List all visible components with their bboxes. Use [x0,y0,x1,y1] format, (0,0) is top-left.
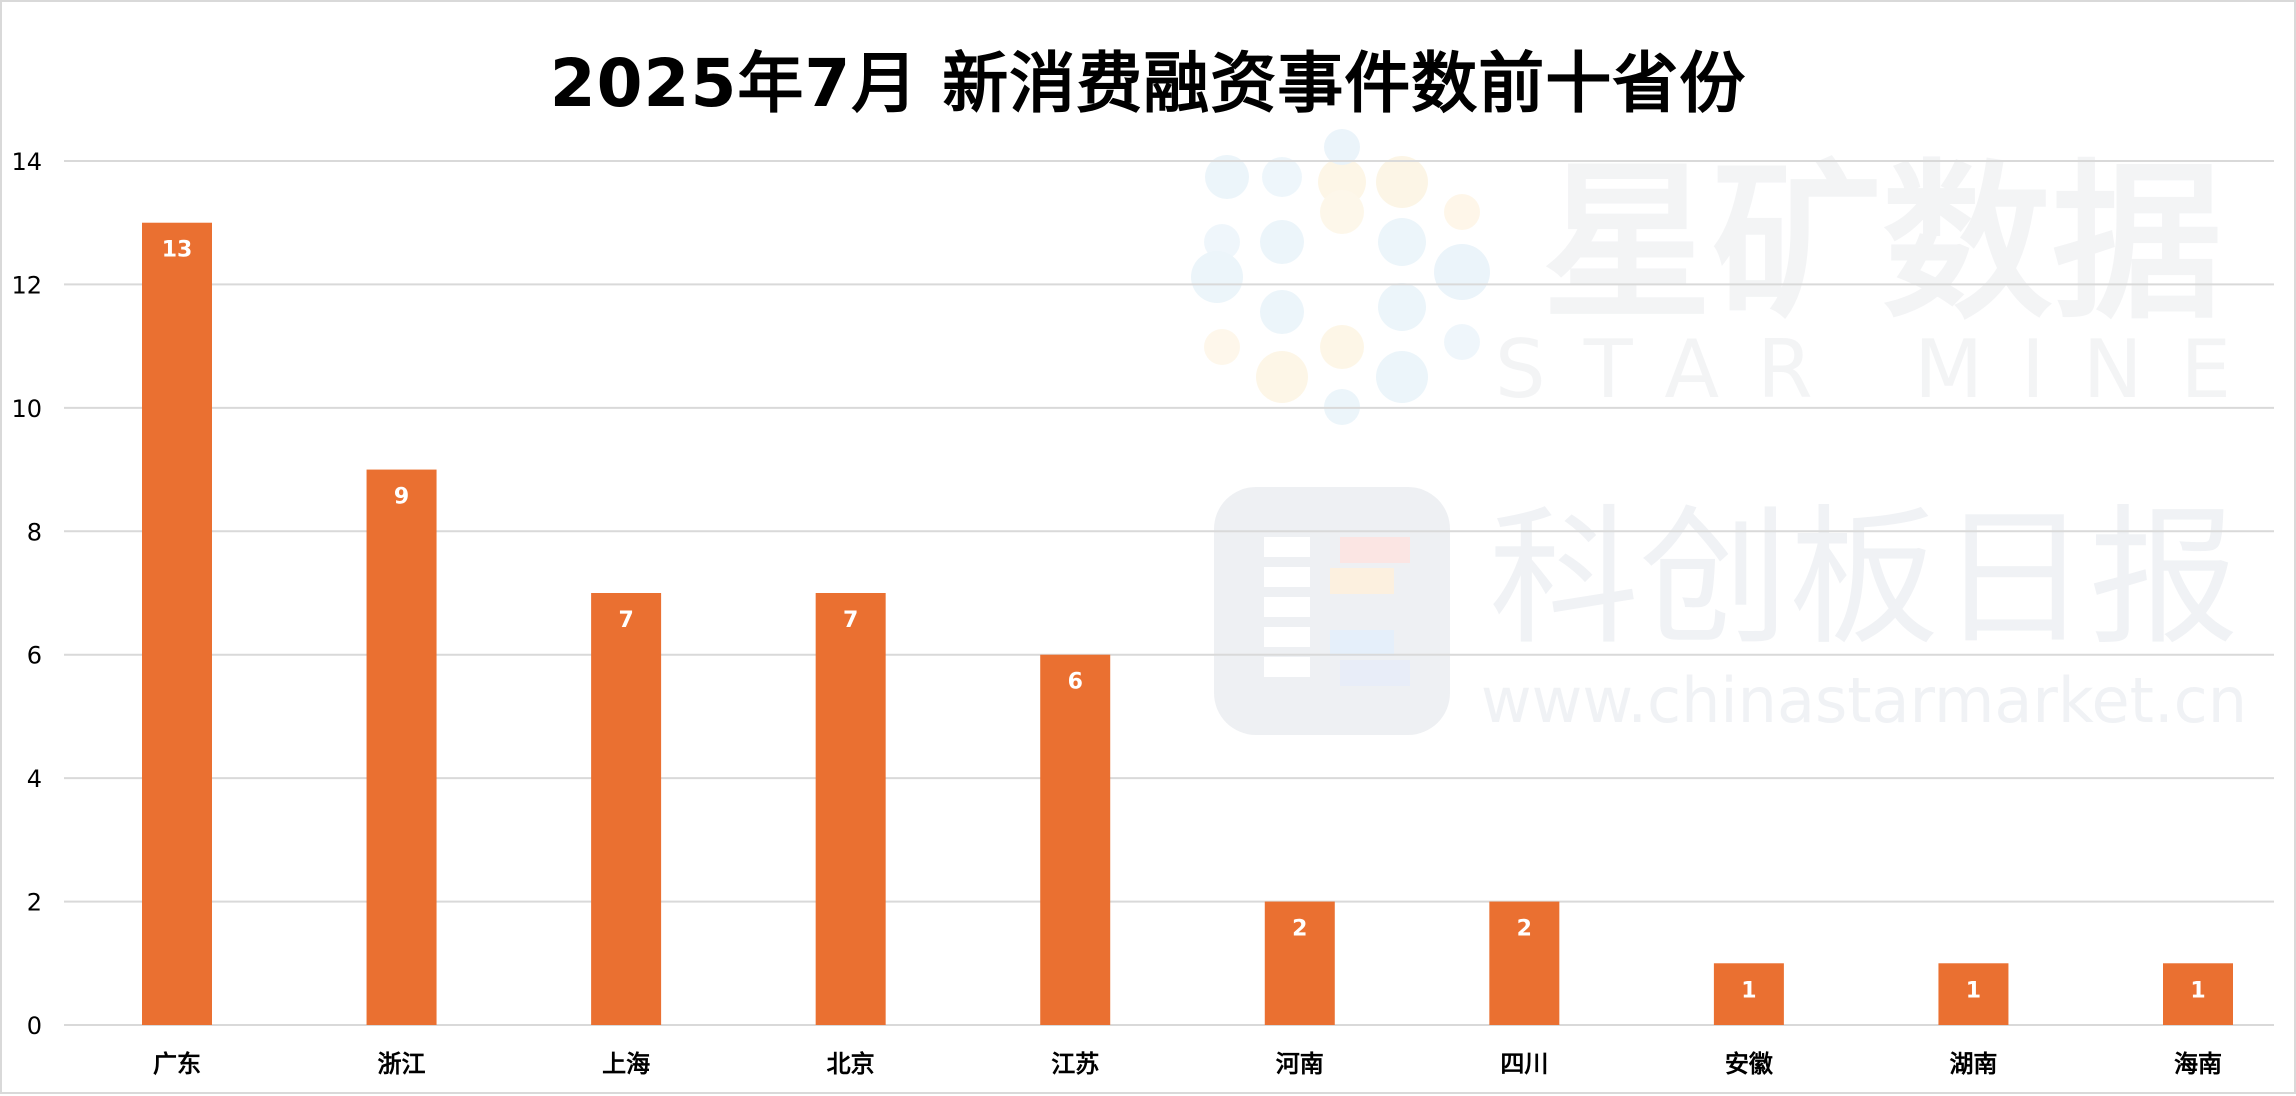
x-tick-label: 海南 [2174,1050,2222,1078]
x-tick-label: 湖南 [1949,1050,1997,1078]
y-tick-label: 8 [27,518,42,546]
x-tick-label: 广东 [153,1050,201,1078]
y-tick-label: 4 [27,765,42,793]
x-tick-label: 河南 [1276,1050,1324,1078]
y-tick-label: 6 [27,642,42,670]
data-label: 1 [1741,978,1756,1003]
x-tick-label: 上海 [602,1050,650,1078]
bar [815,593,886,1025]
data-label: 7 [843,608,858,633]
y-tick-label: 2 [27,889,42,917]
chart-title: 2025年7月 新消费融资事件数前十省份 [549,45,1747,122]
x-tick-label: 北京 [827,1050,875,1078]
data-label: 7 [618,608,633,633]
data-label: 13 [162,238,193,263]
watermark-brand-cn: 星矿数据 [1542,145,2222,343]
watermark-url: www.chinastarmarket.cn [1481,664,2247,737]
data-label: 6 [1068,670,1083,695]
data-label: 2 [1292,917,1307,942]
bar [142,222,212,1025]
bar [1264,901,1335,1025]
watermark-brand-en: STAR MINE [1495,323,2269,416]
bar [1489,901,1560,1025]
bar [2163,963,2233,1025]
x-tick-label: 四川 [1500,1050,1548,1078]
bar [366,469,437,1026]
data-label: 9 [394,485,409,510]
y-tick-label: 10 [11,395,42,423]
watermark: 星矿数据 STAR MINE 科创板日报 www.chinastarmarket… [1191,129,2269,737]
outlet-logo [1214,487,1450,735]
data-labels: 13 9 7 7 6 2 2 1 1 1 [162,238,2206,1004]
x-axis-ticks: 广东 浙江 上海 北京 江苏 河南 四川 安徽 湖南 海南 [153,1050,2222,1078]
x-tick-label: 江苏 [1051,1050,1099,1078]
y-tick-label: 14 [11,148,42,176]
bar [1938,963,2009,1025]
data-label: 2 [1517,917,1532,942]
bar [591,593,662,1025]
y-tick-label: 12 [11,271,42,299]
y-axis-ticks: 0 2 4 6 8 10 12 14 [11,148,42,1040]
watermark-outlet-cn: 科创板日报 [1489,492,2239,666]
y-tick-label: 0 [27,1012,42,1040]
star-mine-logo [1191,129,1490,425]
bar [1713,963,1784,1025]
bars [142,222,2233,1026]
x-tick-label: 安徽 [1725,1050,1774,1078]
data-label: 1 [1966,978,1981,1003]
data-label: 1 [2190,978,2205,1003]
x-tick-label: 浙江 [378,1050,426,1078]
bar [1040,654,1111,1025]
